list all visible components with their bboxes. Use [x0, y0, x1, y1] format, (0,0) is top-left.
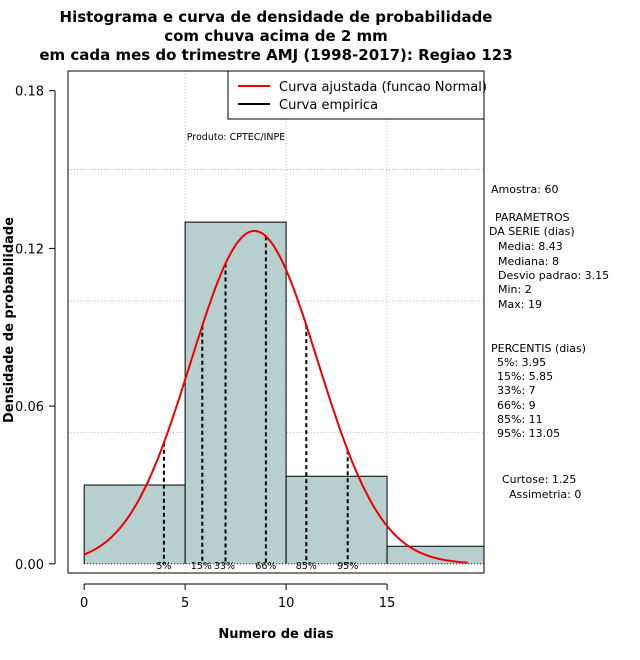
percentile-lines: 5% 15% 33% 66% 85% 95% [156, 236, 358, 572]
stat-p85: 85%: 11 [497, 413, 543, 426]
stat-mediana: Mediana: 8 [498, 255, 559, 268]
stat-amostra: Amostra: 60 [491, 183, 558, 196]
histogram-bar-outline-1 [184, 221, 287, 564]
stat-p66: 66%: 9 [497, 399, 536, 412]
legend-label-empirical: Curva empirica [279, 98, 378, 113]
histogram-bar-0 [84, 484, 186, 564]
stat-p5: 5%: 3.95 [497, 356, 546, 369]
stat-p33: 33%: 7 [497, 384, 536, 397]
fitted-normal-curve [83, 229, 468, 564]
stat-max: Max: 19 [498, 298, 542, 311]
percentile-label-2: 33% [214, 561, 235, 572]
histogram-bar-1 [185, 222, 287, 564]
stat-assimetria: Assimetria: 0 [509, 488, 581, 501]
chart-title: Histograma e curva de densidade de proba… [39, 8, 512, 64]
x-tick-label-2: 10 [278, 596, 295, 611]
stat-param-header-1: PARAMETROS [495, 211, 570, 224]
x-tick-label-0: 0 [80, 596, 88, 611]
y-tick-label-0: 0.00 [15, 558, 44, 573]
legend-box [227, 70, 485, 120]
title-line-2: com chuva acima de 2 mm [164, 27, 388, 45]
percentile-label-3: 66% [255, 561, 276, 572]
y-tick-label-2: 0.12 [15, 242, 44, 257]
histogram-bar-3 [387, 546, 484, 564]
y-tick-label-1: 0.06 [15, 400, 44, 415]
percentile-label-1: 15% [191, 561, 212, 572]
x-tick-label-1: 5 [181, 596, 189, 611]
histogram-bar-2 [286, 476, 388, 564]
stat-media: Media: 8.43 [498, 240, 563, 253]
stat-p95: 95%: 13.05 [497, 427, 560, 440]
percentile-label-4: 85% [296, 561, 317, 572]
legend-label-fitted: Curva ajustada (funcao Normal) [279, 80, 487, 95]
stat-param-header-2: DA SERIE (dias) [489, 225, 575, 238]
x-axis-title: Numero de dias [218, 627, 334, 642]
title-line-1: Histograma e curva de densidade de proba… [60, 8, 493, 26]
stat-curtose: Curtose: 1.25 [502, 473, 576, 486]
legend: Curva ajustada (funcao Normal) Curva emp… [227, 70, 487, 120]
stat-desvio: Desvio padrao: 3.15 [498, 269, 609, 282]
stat-perc-header: PERCENTIS (dias) [491, 342, 586, 355]
normal-curve [83, 229, 468, 564]
percentile-label-5: 95% [337, 561, 358, 572]
histogram-bars [83, 221, 485, 565]
y-axis-title: Densidade de probabilidade [2, 217, 17, 423]
title-line-3: em cada mes do trimestre AMJ (1998-2017)… [39, 46, 512, 64]
x-tick-label-3: 15 [379, 596, 396, 611]
stat-p15: 15%: 5.85 [497, 370, 553, 383]
percentile-label-0: 5% [156, 561, 171, 572]
histogram-bar-outline-2 [285, 475, 388, 564]
stats-panel: Amostra: 60 PARAMETROS DA SERIE (dias) M… [489, 183, 609, 501]
y-tick-label-3: 0.18 [15, 85, 44, 100]
credit-text: Produto: CPTEC/INPE [187, 132, 286, 143]
stat-min: Min: 2 [498, 283, 532, 296]
